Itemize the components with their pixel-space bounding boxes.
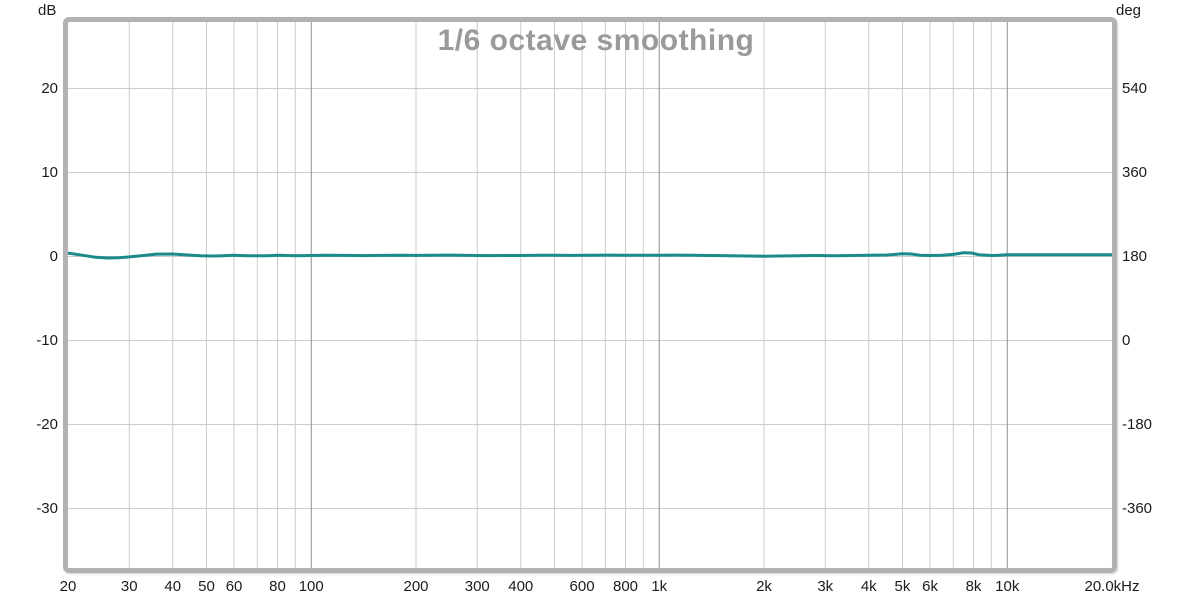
y-left-tick-label: -20 [36, 415, 58, 433]
plot-frame [63, 17, 1117, 573]
y-right-tick-label: -180 [1122, 415, 1153, 433]
right-axis-unit-label: deg [1116, 2, 1142, 19]
y-left-tick-label: 20 [41, 79, 58, 97]
y-right-tick-label: 0 [1122, 331, 1131, 349]
y-left-tick-label: 10 [41, 163, 58, 181]
left-axis-unit-label: dB [38, 2, 57, 19]
x-tick-label: 4k [860, 578, 877, 595]
x-tick-label: 6k [922, 578, 938, 595]
x-tick-label: 10k [995, 578, 1020, 595]
magnitude-trace [68, 251, 1112, 260]
y-right-tick-label: 540 [1122, 79, 1148, 97]
x-tick-label: 3k [817, 578, 834, 595]
x-tick-label: 800 [613, 578, 639, 595]
x-tick-label: 50 [198, 578, 215, 595]
x-tick-label: 400 [508, 578, 534, 595]
x-tick-label: 80 [269, 578, 286, 595]
x-tick-label: 30 [120, 578, 138, 595]
x-tick-label: 1k [651, 578, 668, 595]
x-tick-label: 100 [298, 578, 324, 595]
y-right-tick-label: 360 [1122, 163, 1148, 181]
y-left-tick-label: -30 [36, 499, 58, 517]
x-tick-label: 20 [59, 578, 77, 595]
x-tick-label: 8k [965, 578, 982, 595]
y-right-tick-label: -360 [1122, 499, 1153, 517]
y-left-tick-label: -10 [36, 331, 58, 349]
x-tick-label: 300 [464, 578, 490, 595]
x-tick-label: 60 [225, 578, 243, 595]
x-tick-label: 200 [403, 578, 429, 595]
plot-area [68, 22, 1112, 568]
x-tick-label: 40 [164, 578, 182, 595]
x-tick-label: 20.0kHz [1084, 578, 1140, 595]
y-right-tick-label: 180 [1122, 247, 1148, 265]
x-tick-label: 2k [756, 578, 772, 595]
y-left-tick-label: 0 [49, 247, 58, 265]
x-tick-label: 600 [569, 578, 595, 595]
chart-title: 1/6 octave smoothing [437, 24, 755, 57]
x-tick-label: 5k [894, 578, 911, 595]
